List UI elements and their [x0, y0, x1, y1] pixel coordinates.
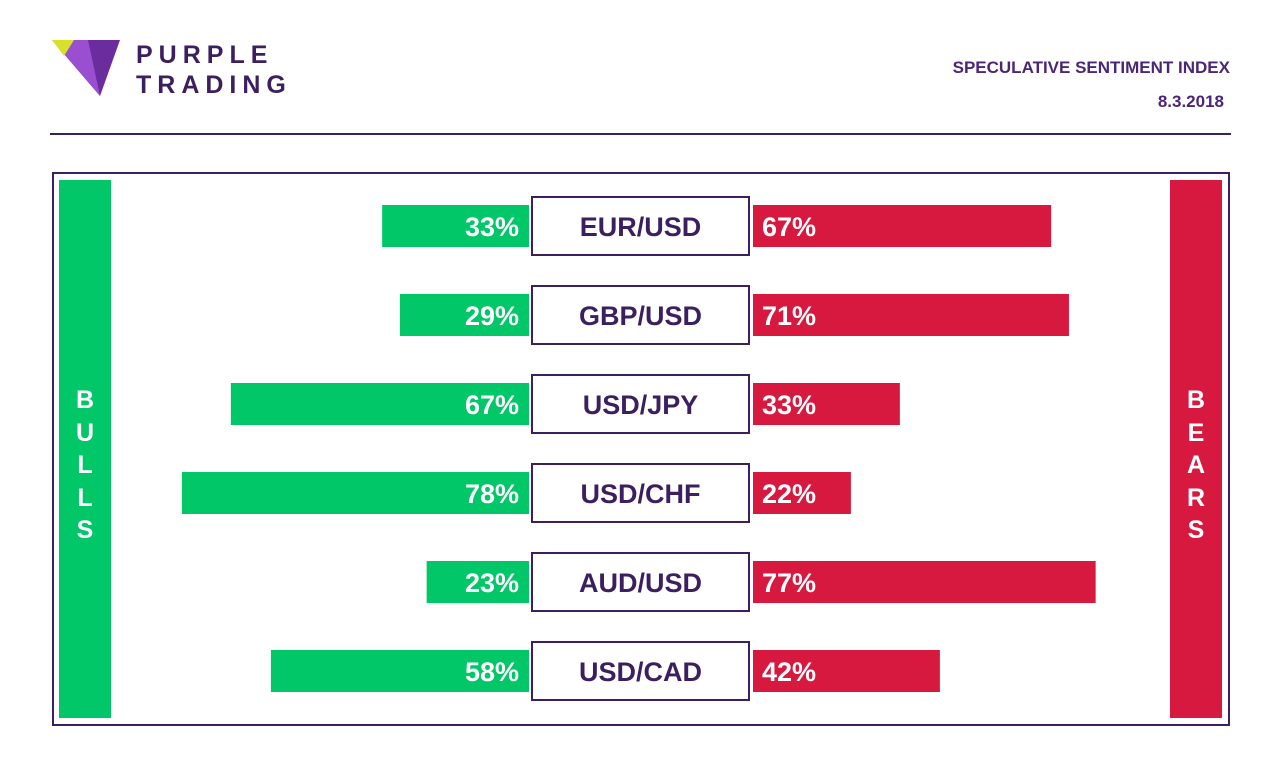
side-label-letter: A: [1186, 451, 1206, 479]
bear-bar: [753, 650, 940, 692]
brand-line-2: TRADING: [136, 71, 292, 99]
bear-value-label: 71%: [762, 301, 816, 331]
currency-pair-label: AUD/USD: [579, 568, 702, 598]
bull-bar: [181, 472, 529, 514]
bull-bar: [270, 650, 529, 692]
bear-value-label: 33%: [762, 390, 816, 420]
side-label-letter: R: [1186, 483, 1206, 512]
pair-label-box: [531, 196, 750, 256]
side-label-letter: L: [77, 451, 93, 479]
bull-bar: [426, 561, 529, 603]
index-title: SPECULATIVE SENTIMENT INDEX: [952, 58, 1230, 77]
side-label-letter: S: [1187, 516, 1205, 544]
header-divider: [50, 133, 1231, 135]
bear-bar: [753, 561, 1096, 603]
pair-label-box: [531, 463, 750, 523]
bear-value-label: 22%: [762, 479, 816, 509]
pair-label-box: [531, 285, 750, 345]
bull-value-label: 29%: [465, 301, 519, 331]
bear-value-label: 67%: [762, 212, 816, 242]
pair-label-box: [531, 374, 750, 434]
bull-value-label: 67%: [465, 390, 519, 420]
pair-label-box: [531, 641, 750, 701]
bear-bar: [753, 294, 1069, 336]
brand-name: PURPLE TRADING: [136, 40, 292, 100]
pair-label-box: [531, 552, 750, 612]
bull-value-label: 23%: [465, 568, 519, 598]
side-label-letter: U: [75, 418, 95, 447]
currency-pair-label: USD/CHF: [581, 479, 701, 509]
bull-bar: [230, 383, 529, 425]
bull-bar: [382, 205, 529, 247]
brand-logo: PURPLE TRADING: [50, 38, 320, 102]
bull-value-label: 78%: [465, 479, 519, 509]
side-label-letter: B: [1186, 386, 1206, 414]
brand-line-1: PURPLE: [136, 41, 274, 69]
currency-pair-label: USD/CAD: [579, 657, 702, 687]
currency-pair-label: USD/JPY: [583, 390, 699, 420]
bear-bar: [753, 383, 900, 425]
purple-trading-logo-icon: [52, 40, 120, 96]
bear-bar: [753, 205, 1052, 247]
currency-pair-label: GBP/USD: [579, 301, 702, 331]
bear-value-label: 42%: [762, 657, 816, 687]
side-label-letter: L: [77, 483, 93, 512]
bear-value-label: 77%: [762, 568, 816, 598]
index-date: 8.3.2018: [1157, 92, 1224, 111]
currency-pair-label: EUR/USD: [580, 212, 702, 242]
bull-value-label: 33%: [465, 212, 519, 242]
chart-frame: [52, 172, 1230, 726]
side-label-letter: E: [1187, 418, 1205, 447]
bear-bar: [753, 472, 851, 514]
bull-bar: [399, 294, 529, 336]
side-label-letter: B: [75, 386, 95, 414]
side-label-letter: S: [76, 516, 94, 544]
bull-value-label: 58%: [465, 657, 519, 687]
